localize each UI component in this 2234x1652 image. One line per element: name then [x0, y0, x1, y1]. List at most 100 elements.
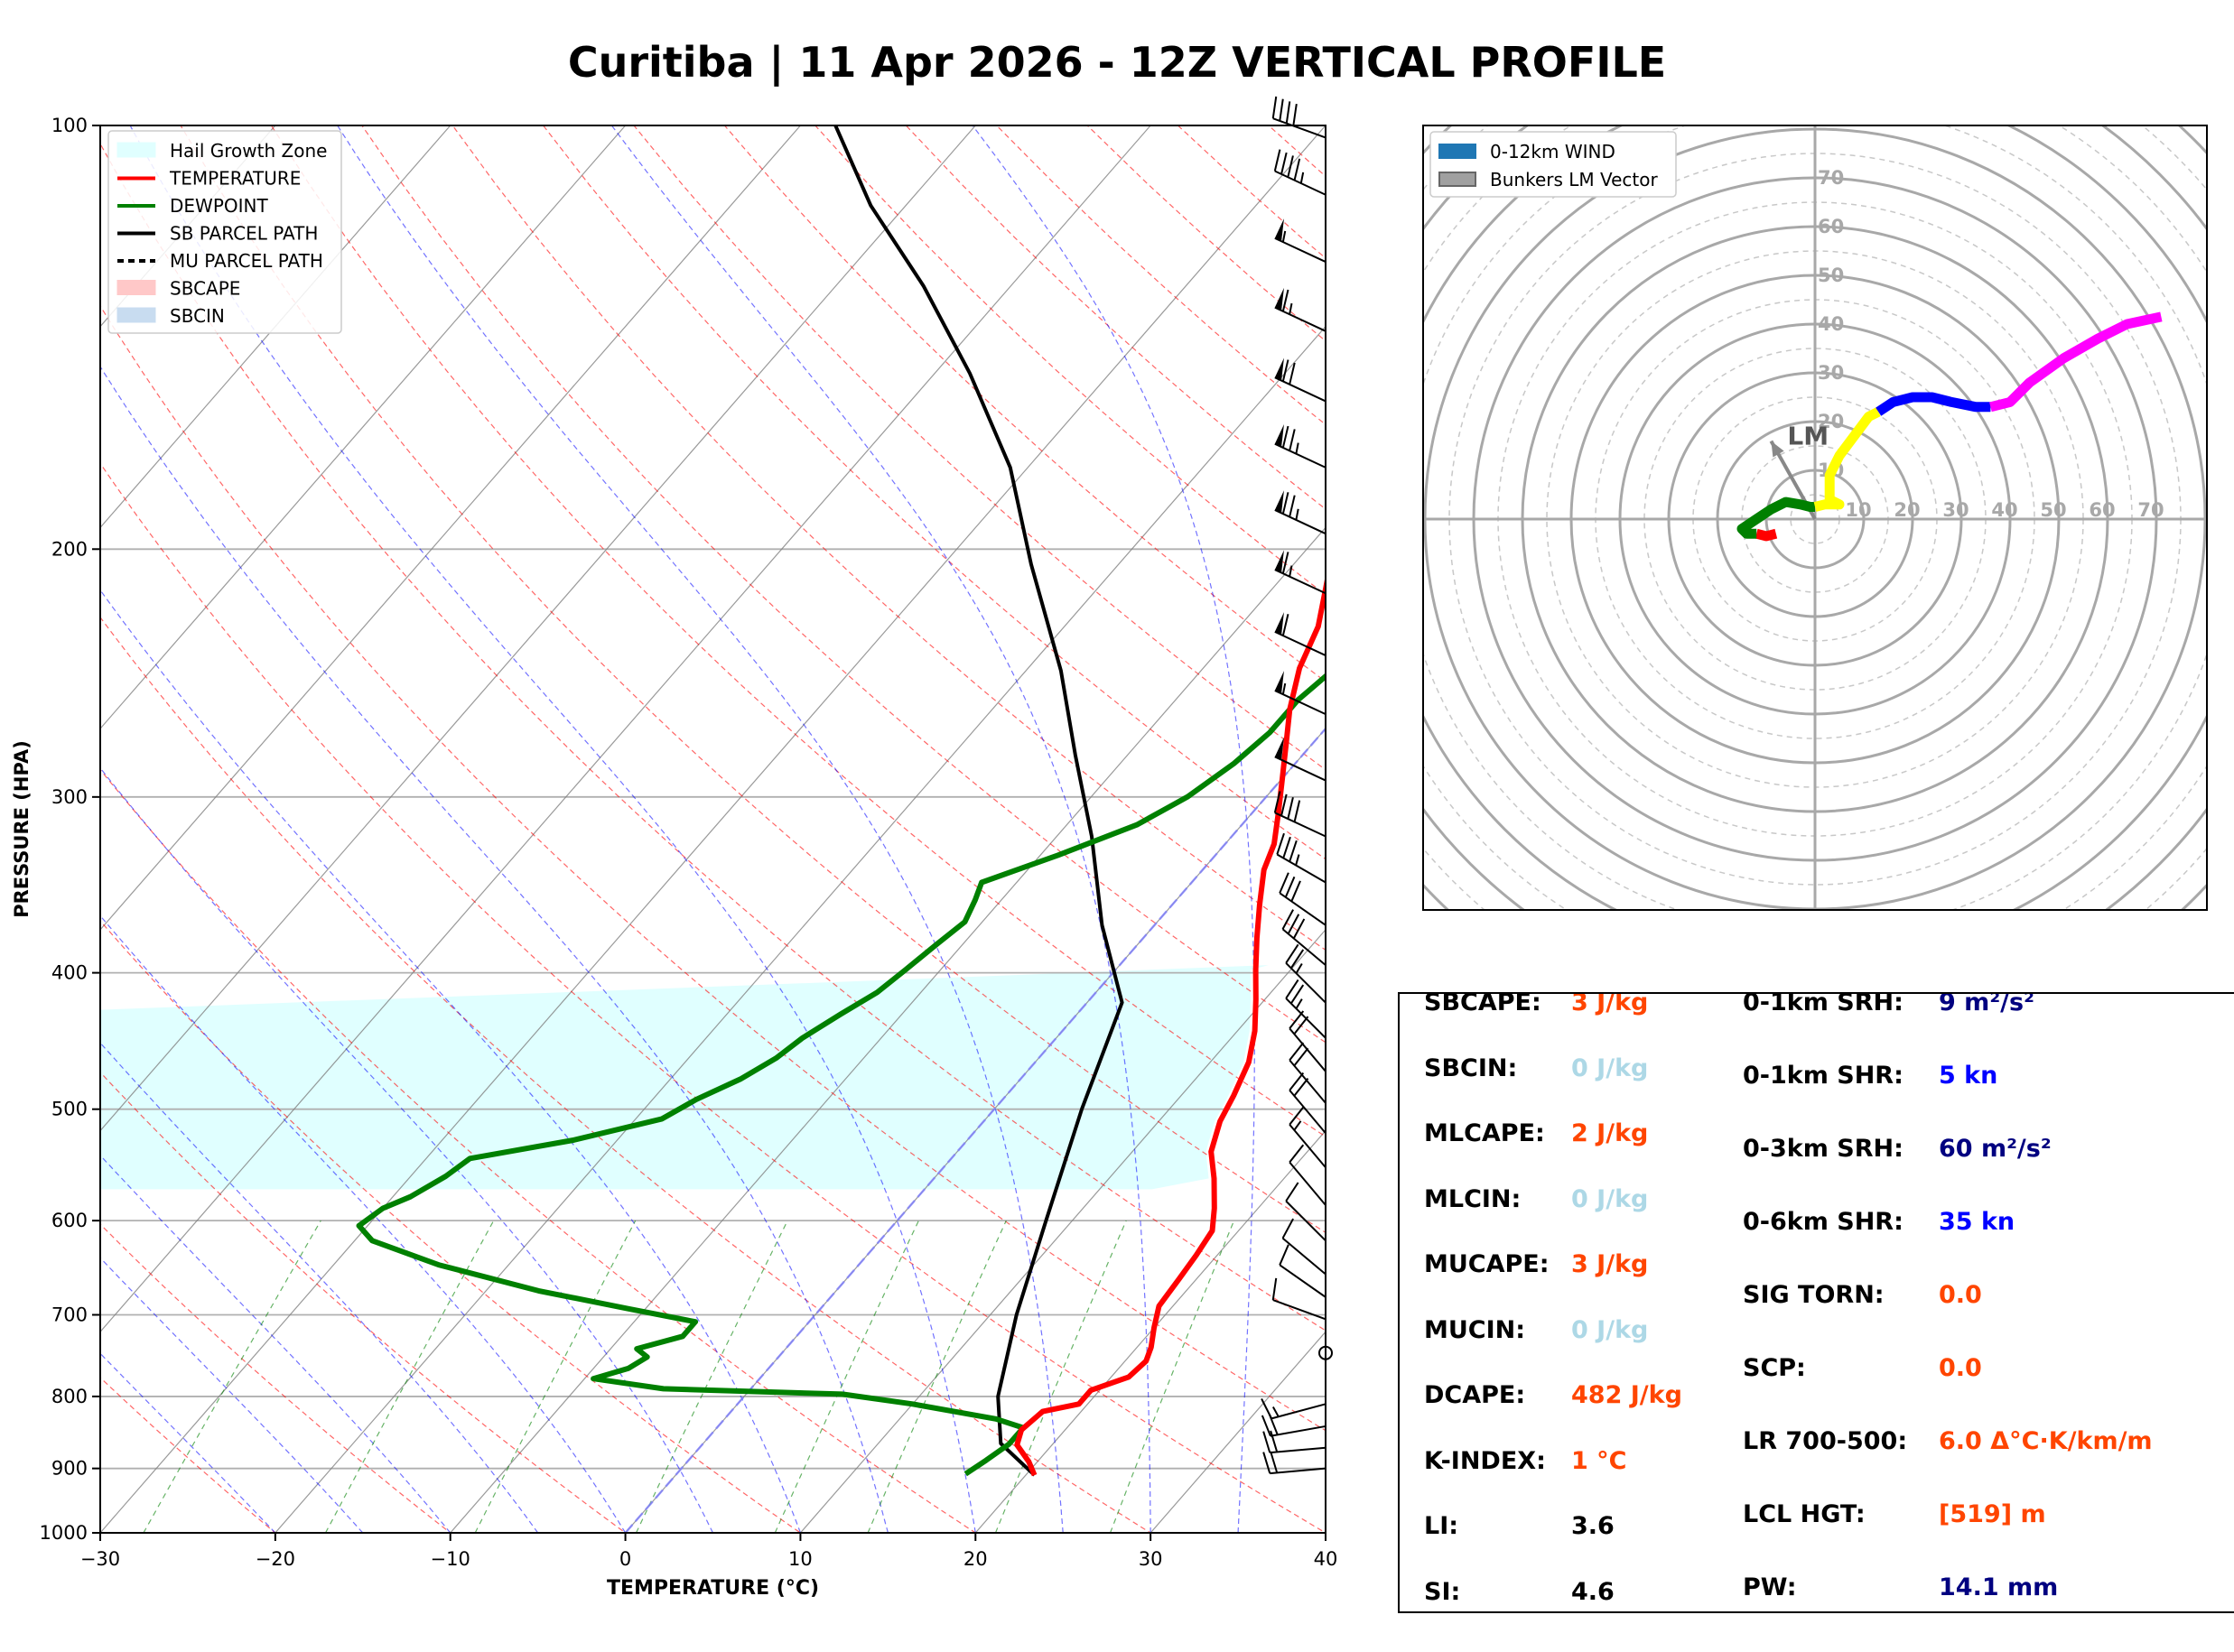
dry-adiabat-line [270, 125, 1326, 1137]
legend-label: 0-12km WIND [1490, 141, 1615, 162]
wind-barb [1274, 218, 1326, 263]
x-tick-label: −20 [256, 1548, 295, 1570]
y-tick-label: 1000 [40, 1522, 88, 1544]
param-left-label: MUCIN: [1424, 1315, 1526, 1344]
x-axis-label: TEMPERATURE (°C) [607, 1577, 819, 1600]
plot-frame [99, 125, 1326, 1534]
legend-label: MU PARCEL PATH [170, 250, 323, 272]
mixing-ratio-line [867, 1220, 1007, 1533]
lm-label: LM [1787, 422, 1829, 451]
mixing-ratio-line [143, 1220, 321, 1533]
mixing-ratio-line [635, 1220, 788, 1533]
x-tick-label: 0 [619, 1548, 631, 1570]
ring-label-y: 70 [1818, 167, 1844, 189]
wind-barb [1289, 1072, 1326, 1134]
moist-adiabat-line [972, 125, 1255, 1533]
param-right-value: 6.0 Δ°C·K/km/m [1939, 1427, 2153, 1455]
moist-adiabat-line [100, 1154, 451, 1533]
param-right-label: PW: [1743, 1573, 1797, 1601]
isotherm-line [449, 526, 1326, 1533]
skew-t-chart: −30 −20 −10 0 10 20 30 40 1000 900 800 700 600 500 400… [11, 96, 1337, 1600]
moist-adiabat-line [100, 589, 801, 1533]
wind-barb [1262, 1451, 1326, 1475]
isotherm-line [100, 125, 977, 1132]
wind-barb [1285, 943, 1326, 1004]
wind-barb [1289, 1042, 1326, 1104]
ring-label-x: 70 [2137, 499, 2164, 521]
ring-label-x: 40 [1991, 499, 2017, 521]
legend-label: Bunkers LM Vector [1490, 169, 1659, 190]
moist-adiabat-line [610, 125, 1151, 1533]
wind-barb [1274, 612, 1326, 656]
isotherm-line [799, 928, 1326, 1533]
param-left-label: DCAPE: [1424, 1381, 1526, 1409]
wind-barb [1273, 791, 1326, 838]
legend-swatch [1438, 172, 1476, 187]
mixing-ratio-line [474, 1220, 637, 1533]
param-left-label: MLCIN: [1424, 1184, 1522, 1213]
wind-barb [1285, 979, 1326, 1039]
mixing-ratio-line [994, 1220, 1127, 1533]
param-right-label: 0-6km SHR: [1743, 1208, 1904, 1236]
wind-barb [1285, 1182, 1326, 1242]
param-left-value: 3.6 [1571, 1512, 1615, 1540]
dry-adiabat-line [180, 125, 1326, 1234]
skew-t-legend: Hail Growth Zone TEMPERATURE DEWPOINT SB PA… [107, 130, 342, 334]
wind-barb-calm [1318, 1345, 1333, 1360]
hodograph-segment [1755, 528, 1778, 542]
y-tick-label: 500 [51, 1099, 88, 1120]
param-left-label: SBCIN: [1424, 1053, 1518, 1082]
wind-barb [1271, 1277, 1326, 1321]
wind-barbs [1261, 96, 1333, 1475]
param-right-label: 0-1km SHR: [1743, 1062, 1904, 1090]
wind-barb [1274, 287, 1326, 332]
legend-label: Hail Growth Zone [170, 140, 327, 162]
param-left-label: K-INDEX: [1424, 1446, 1546, 1475]
ring-label-x: 30 [1942, 499, 1969, 521]
param-right-value: 35 kn [1939, 1208, 2015, 1236]
freezing-isotherm [624, 727, 1326, 1533]
x-tick-label: −10 [431, 1548, 470, 1570]
param-right-value: 5 kn [1939, 1062, 1998, 1090]
dry-adiabat-line [100, 462, 1326, 1533]
dry-adiabat-line [100, 1071, 627, 1533]
legend-swatch [116, 307, 156, 323]
hodograph-segment [1813, 407, 1881, 512]
y-tick-label: 900 [51, 1458, 88, 1480]
moist-adiabat-line [129, 125, 976, 1533]
legend-label: SBCIN [170, 305, 225, 327]
parameters-panel: SBCAPE: 3 J/kg SBCIN: 0 J/kg MLCAPE: 2 J/kg ML… [1398, 992, 2234, 1613]
param-right-value: [519] m [1939, 1500, 2046, 1528]
param-right-label: 0-3km SRH: [1743, 1135, 1904, 1163]
x-tick-label: 30 [1139, 1548, 1163, 1570]
dry-adiabat-line [633, 125, 1326, 771]
y-tick-label: 200 [51, 538, 88, 560]
param-right-value: 14.1 mm [1939, 1573, 2059, 1601]
isotherm-line [100, 125, 1326, 1533]
param-left-value: 2 J/kg [1571, 1119, 1649, 1147]
ring-label-y: 40 [1818, 313, 1844, 335]
wind-barb [1274, 423, 1326, 469]
y-tick-label: 100 [51, 115, 88, 136]
isotherm-line [100, 125, 451, 529]
legend-label: DEWPOINT [170, 195, 268, 217]
wind-barb [1262, 1430, 1326, 1454]
isotherm-line [974, 1129, 1326, 1533]
param-left-value: 3 J/kg [1571, 1250, 1649, 1278]
param-left-label: MUCAPE: [1424, 1250, 1550, 1278]
legend-label: TEMPERATURE [169, 168, 301, 190]
param-right-label: SIG TORN: [1743, 1281, 1885, 1309]
legend-box [107, 130, 342, 334]
mixing-ratio-line [774, 1220, 919, 1533]
param-left-value: 482 J/kg [1571, 1381, 1682, 1409]
hodograph-frame [1422, 125, 2208, 911]
ring-major [1230, 0, 2234, 948]
param-left-value: 3 J/kg [1571, 992, 1649, 1016]
param-right-label: SCP: [1743, 1354, 1806, 1382]
hail-growth-zone [100, 965, 1269, 1190]
wind-barb [1273, 149, 1326, 196]
dry-adiabat-line [100, 304, 1326, 1432]
y-tick-label: 300 [51, 786, 88, 808]
isotherm-line [100, 125, 1151, 1333]
